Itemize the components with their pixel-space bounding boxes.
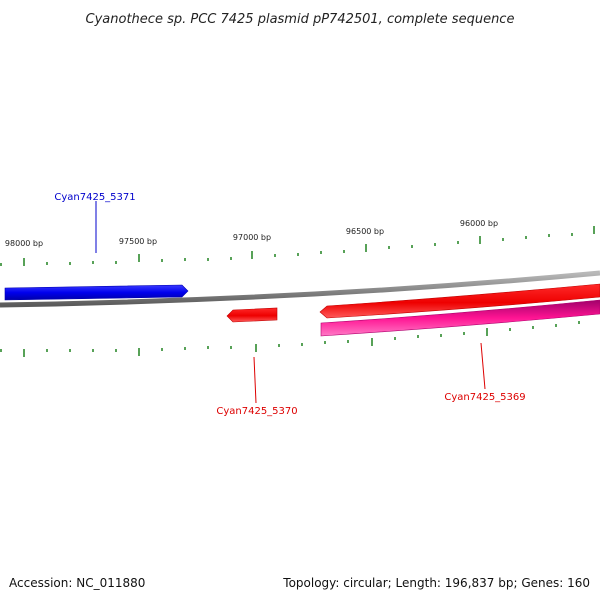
gene-arrow-cyan7425-5370[interactable]: [226, 307, 278, 323]
label-leader-line: [480, 342, 486, 390]
position-label: 96500 bp: [346, 227, 384, 236]
gene-label-cyan7425-5369[interactable]: Cyan7425_5369: [444, 392, 525, 403]
position-label: 96000 bp: [460, 219, 498, 228]
gene-label-cyan7425-5371[interactable]: Cyan7425_5371: [54, 192, 135, 203]
topology-summary-text: Topology: circular; Length: 196,837 bp; …: [282, 576, 590, 590]
inner-tick-ring: [0, 321, 580, 357]
label-leader-line: [253, 356, 257, 404]
feature-band-pink[interactable]: [320, 299, 600, 337]
outer-tick-ring: [0, 226, 595, 266]
position-label: 98000 bp: [5, 239, 43, 248]
gene-arrow-cyan7425-5371[interactable]: [4, 284, 189, 301]
position-label: 97000 bp: [233, 233, 271, 242]
gene-label-cyan7425-5370[interactable]: Cyan7425_5370: [216, 406, 297, 417]
accession-text: Accession: NC_011880: [9, 576, 145, 590]
position-label: 97500 bp: [119, 237, 157, 246]
plasmid-backbone: [0, 270, 600, 308]
map-title: Cyanothece sp. PCC 7425 plasmid pP742501…: [86, 12, 515, 27]
